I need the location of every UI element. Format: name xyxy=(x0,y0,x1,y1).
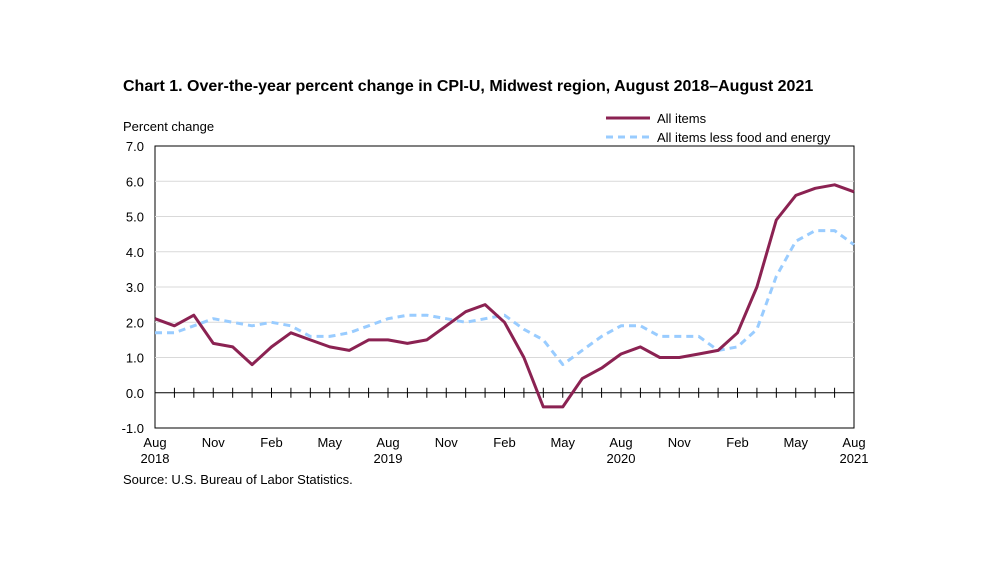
y-tick-label: 3.0 xyxy=(126,280,144,295)
y-tick-label: -1.0 xyxy=(122,421,144,436)
y-tick-label: 1.0 xyxy=(126,351,144,366)
series-line-all-items-less-food-and-energy xyxy=(155,229,855,367)
y-tick-label: 7.0 xyxy=(126,139,144,154)
chart-title: Chart 1. Over-the-year percent change in… xyxy=(123,78,814,95)
x-tick-label: Feb xyxy=(260,435,282,450)
x-tick-year-label: 2018 xyxy=(141,451,170,466)
x-tick-year-label: 2021 xyxy=(840,451,869,466)
series-line-all-items xyxy=(154,183,855,409)
x-tick-year-label: 2020 xyxy=(607,451,636,466)
x-tick-label: Nov xyxy=(202,435,226,450)
y-tick-label: 0.0 xyxy=(126,386,144,401)
x-tick-year-label: 2019 xyxy=(374,451,403,466)
x-tick-label: Aug xyxy=(842,435,865,450)
y-tick-label: 2.0 xyxy=(126,315,144,330)
x-tick-label: Aug xyxy=(143,435,166,450)
x-tick-label: Nov xyxy=(668,435,692,450)
x-tick-label: Feb xyxy=(493,435,515,450)
x-tick-label: Nov xyxy=(435,435,459,450)
x-tick-label: May xyxy=(317,435,342,450)
x-tick-label: Aug xyxy=(376,435,399,450)
legend-label: All items less food and energy xyxy=(657,130,831,145)
legend-label: All items xyxy=(657,111,707,126)
source-note: Source: U.S. Bureau of Labor Statistics. xyxy=(123,472,353,487)
chart-legend: All items All items less food and energy xyxy=(606,111,831,145)
y-axis-label: Percent change xyxy=(123,119,214,134)
x-tick-label: Aug xyxy=(609,435,632,450)
y-tick-label: 6.0 xyxy=(126,174,144,189)
y-tick-label: 5.0 xyxy=(126,210,144,225)
x-tick-label: May xyxy=(550,435,575,450)
x-tick-label: May xyxy=(783,435,808,450)
x-tick-label: Feb xyxy=(726,435,748,450)
y-tick-label: 4.0 xyxy=(126,245,144,260)
